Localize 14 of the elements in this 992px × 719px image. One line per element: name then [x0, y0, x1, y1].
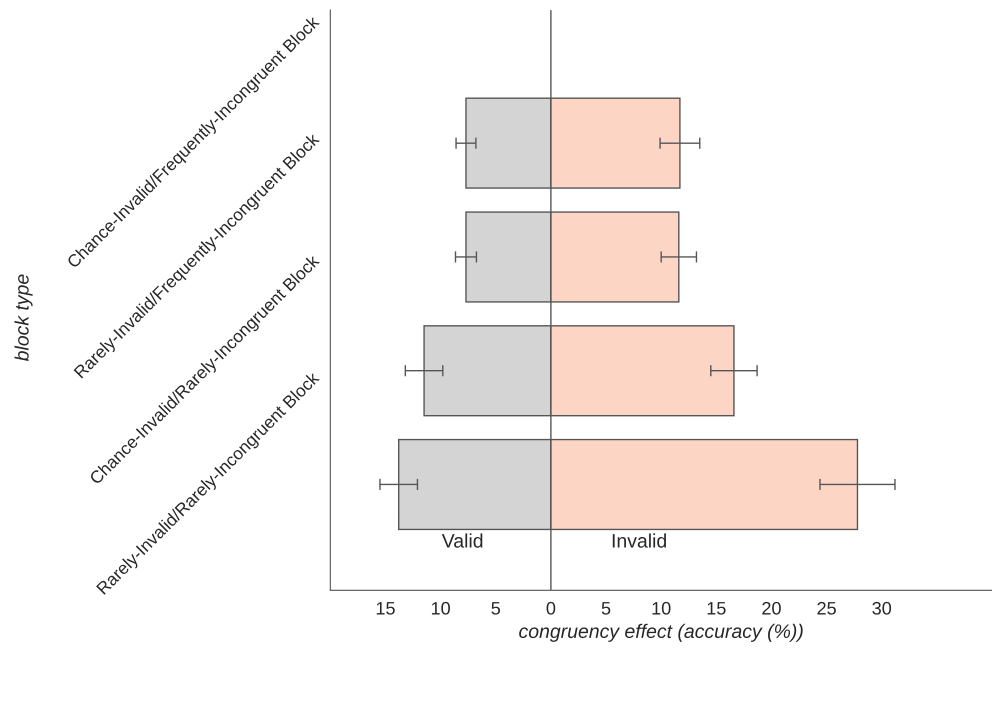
- x-tick-label: 10: [432, 602, 450, 615]
- x-tick-label: 0: [546, 602, 556, 615]
- x-tick-label: 15: [708, 602, 726, 615]
- series-label: Invalid: [612, 533, 666, 548]
- x-tick-label: 30: [872, 602, 892, 615]
- x-tick-label: 10: [652, 602, 671, 615]
- x-tick-label: 20: [762, 602, 781, 615]
- x-axis-title: congruency effect (accuracy (%)): [519, 624, 803, 642]
- x-tick-label: 5: [491, 602, 500, 615]
- x-tick-label: 25: [817, 602, 836, 615]
- x-tick-label: 15: [376, 602, 395, 615]
- series-label: Valid: [442, 533, 482, 548]
- x-tick-label: 5: [602, 602, 610, 615]
- y-axis-title: block type: [14, 274, 33, 362]
